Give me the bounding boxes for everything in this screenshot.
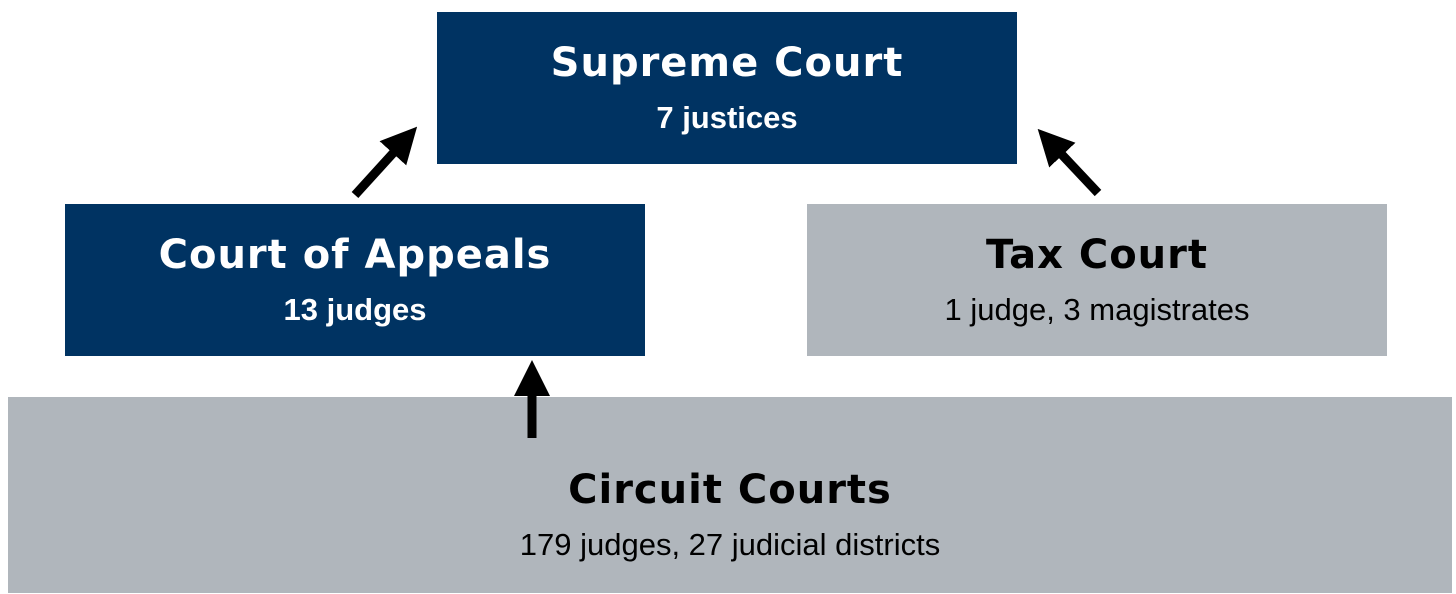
node-box: Tax Court 1 judge, 3 magistrates — [807, 204, 1387, 356]
node-subtitle: 7 justices — [656, 100, 798, 135]
node-subtitle: 1 judge, 3 magistrates — [944, 292, 1250, 327]
node-subtitle: 179 judges, 27 judicial districts — [519, 527, 941, 562]
node-title: Supreme Court — [550, 40, 904, 86]
arrow — [351, 126, 418, 199]
node-title: Tax Court — [985, 232, 1208, 278]
arrow — [1037, 128, 1102, 197]
node-box: Court of Appeals 13 judges — [65, 204, 645, 356]
node-subtitle: 13 judges — [283, 292, 427, 327]
node-box: Supreme Court 7 justices — [437, 12, 1017, 164]
node-title: Circuit Courts — [568, 467, 892, 513]
node-box: Circuit Courts 179 judges, 27 judicial d… — [8, 397, 1452, 593]
node-title: Court of Appeals — [158, 232, 552, 278]
